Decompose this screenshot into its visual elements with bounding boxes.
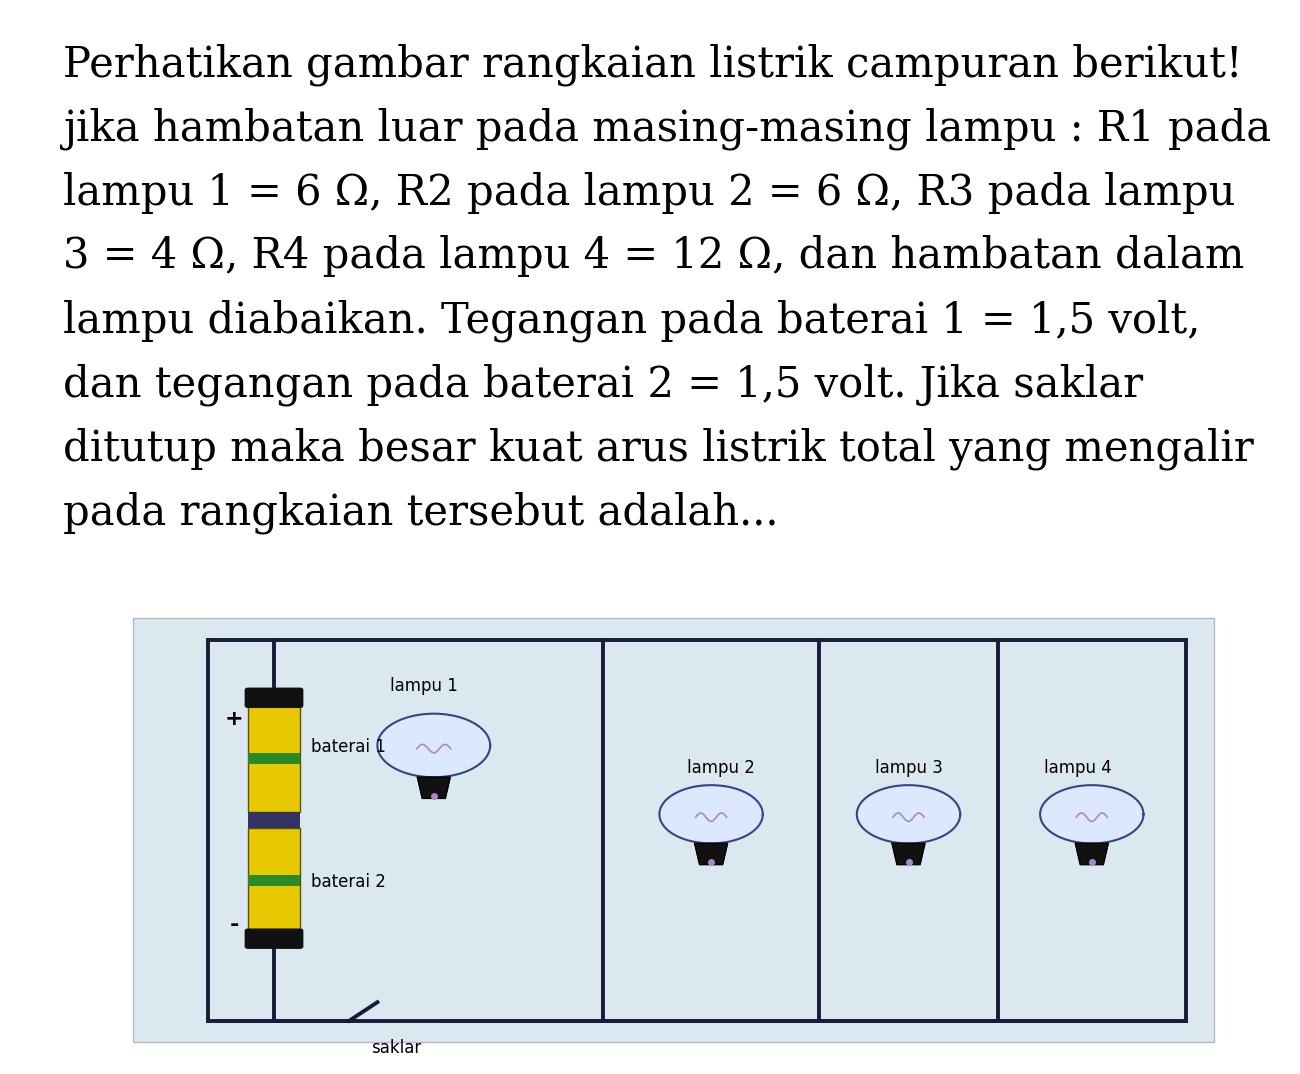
- Text: lampu 1 = 6 Ω, R2 pada lampu 2 = 6 Ω, R3 pada lampu: lampu 1 = 6 Ω, R2 pada lampu 2 = 6 Ω, R3…: [64, 172, 1236, 214]
- Text: lampu 4: lampu 4: [1044, 759, 1112, 778]
- Text: baterai 2: baterai 2: [311, 873, 386, 890]
- Text: Perhatikan gambar rangkaian listrik campuran berikut!: Perhatikan gambar rangkaian listrik camp…: [64, 44, 1243, 86]
- Text: 3 = 4 Ω, R4 pada lampu 4 = 12 Ω, dan hambatan dalam: 3 = 4 Ω, R4 pada lampu 4 = 12 Ω, dan ham…: [64, 235, 1245, 277]
- Text: lampu 3: lampu 3: [875, 759, 942, 778]
- Text: lampu 1: lampu 1: [390, 678, 459, 695]
- Text: +: +: [225, 709, 243, 729]
- Text: pada rangkaian tersebut adalah...: pada rangkaian tersebut adalah...: [64, 491, 779, 534]
- Polygon shape: [377, 714, 490, 778]
- FancyBboxPatch shape: [246, 929, 303, 948]
- Text: lampu 2: lampu 2: [686, 759, 754, 778]
- FancyBboxPatch shape: [246, 688, 303, 708]
- Bar: [248, 706, 300, 812]
- Polygon shape: [417, 778, 450, 798]
- Bar: [248, 753, 300, 764]
- Bar: [248, 875, 300, 886]
- Text: dan tegangan pada baterai 2 = 1,5 volt. Jika saklar: dan tegangan pada baterai 2 = 1,5 volt. …: [64, 363, 1144, 406]
- Text: -: -: [229, 915, 239, 935]
- Polygon shape: [857, 785, 961, 843]
- Text: ditutup maka besar kuat arus listrik total yang mengalir: ditutup maka besar kuat arus listrik tot…: [64, 427, 1254, 469]
- Bar: [248, 828, 300, 933]
- Polygon shape: [659, 785, 763, 843]
- Polygon shape: [892, 843, 926, 865]
- Text: lampu diabaikan. Tegangan pada baterai 1 = 1,5 volt,: lampu diabaikan. Tegangan pada baterai 1…: [64, 300, 1201, 342]
- Polygon shape: [1040, 785, 1144, 843]
- Polygon shape: [694, 843, 728, 865]
- Text: baterai 1: baterai 1: [311, 738, 386, 756]
- Text: saklar: saklar: [370, 1040, 421, 1057]
- FancyBboxPatch shape: [133, 619, 1214, 1042]
- Polygon shape: [1075, 843, 1108, 865]
- Text: jika hambatan luar pada masing-masing lampu : R1 pada: jika hambatan luar pada masing-masing la…: [64, 107, 1271, 150]
- Bar: [248, 812, 300, 828]
